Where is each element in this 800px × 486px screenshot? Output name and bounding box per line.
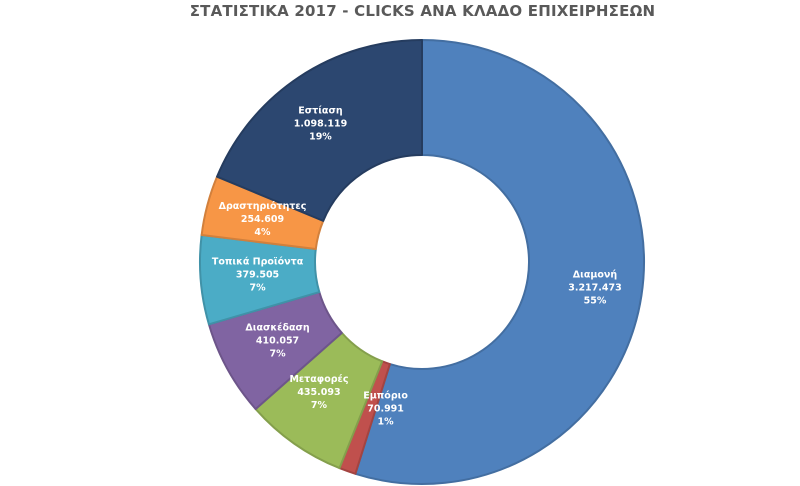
data-labels: Διαμονή 3.217.473 55% Εμπόριο 70.991 1% Μεταφο… [212, 106, 622, 428]
data-label-value: 70.991 [367, 403, 404, 414]
data-label-percent: 7% [311, 400, 328, 411]
data-label-percent: 1% [378, 416, 395, 427]
data-label-category: Τοπικά Προϊόντα [212, 256, 304, 267]
data-label-percent: 55% [584, 296, 607, 307]
chart-title: ΣΤΑΤΙΣΤΙΚΑ 2017 - CLICKS ΑΝΑ ΚΛΑΔΟ ΕΠΙΧΕ… [189, 2, 656, 20]
data-label-category: Δραστηριότητες [219, 201, 307, 212]
data-label-percent: 19% [309, 132, 332, 143]
data-label-category: Διαμονή [573, 270, 618, 281]
data-label-category: Διασκέδαση [245, 323, 309, 334]
data-label-value: 435.093 [297, 387, 340, 398]
donut-segment-7[interactable] [216, 39, 423, 222]
data-label-category: Εμπόριο [363, 390, 408, 401]
data-label-percent: 4% [254, 227, 271, 238]
data-label-value: 3.217.473 [568, 283, 622, 294]
data-label-value: 254.609 [241, 214, 284, 225]
data-label-value: 1.098.119 [294, 119, 348, 130]
donut-segments [199, 39, 645, 485]
donut-segment-1[interactable] [354, 39, 645, 485]
data-label-percent: 7% [269, 349, 286, 360]
data-label-value: 379.505 [236, 269, 279, 280]
data-label-value: 410.057 [256, 336, 299, 347]
data-label-percent: 7% [249, 282, 266, 293]
data-label-category: Μεταφορές [289, 374, 348, 385]
data-label-category: Εστίαση [298, 106, 343, 117]
